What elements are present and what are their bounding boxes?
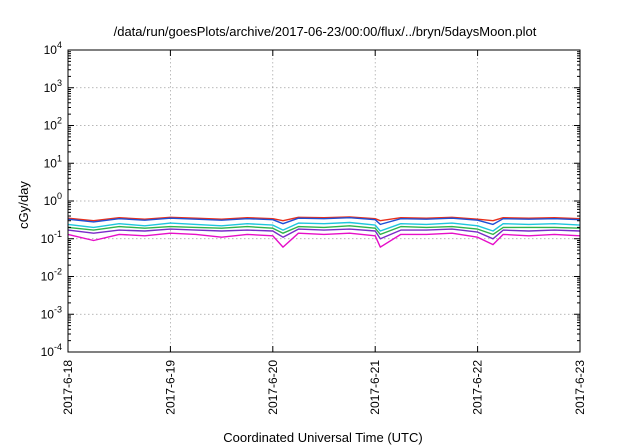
series-line-2 (67, 216, 581, 226)
series-line-6 (67, 232, 581, 248)
x-tick-label: 2017-6-18 (61, 360, 75, 415)
x-tick-label: 2017-6-23 (573, 360, 587, 415)
y-tick-label: 10-2 (41, 267, 62, 284)
y-tick-label: 10-1 (41, 229, 62, 246)
x-tick-label: 2017-6-20 (266, 360, 280, 415)
grid-lines (68, 50, 580, 352)
y-axis-label: cGy/day (16, 181, 31, 229)
series-layer (67, 216, 581, 248)
y-tick-label: 10-4 (41, 342, 62, 359)
x-tick-label: 2017-6-21 (368, 360, 382, 415)
x-axis: 2017-6-18 2017-6-19 2017-6-20 2017-6-21 2017… (61, 50, 587, 415)
y-axis: 10-4 10-3 10-2 10-1 100 101 102 103 104 (41, 40, 580, 359)
series-line-3 (67, 221, 581, 232)
y-tick-label: 102 (44, 116, 62, 133)
y-tick-label: 103 (44, 78, 62, 95)
series-line-1 (67, 216, 581, 222)
chart-title: /data/run/goesPlots/archive/2017-06-23/0… (114, 24, 537, 39)
y-tick-label: 100 (44, 191, 62, 208)
x-tick-label: 2017-6-22 (471, 360, 485, 415)
y-tick-label: 104 (44, 40, 62, 57)
x-axis-label: Coordinated Universal Time (UTC) (223, 430, 422, 445)
y-tick-label: 101 (44, 153, 62, 170)
x-tick-label: 2017-6-19 (163, 360, 177, 415)
y-tick-label: 10-3 (41, 304, 62, 321)
series-line-4 (67, 225, 581, 236)
series-line-5 (67, 228, 581, 240)
